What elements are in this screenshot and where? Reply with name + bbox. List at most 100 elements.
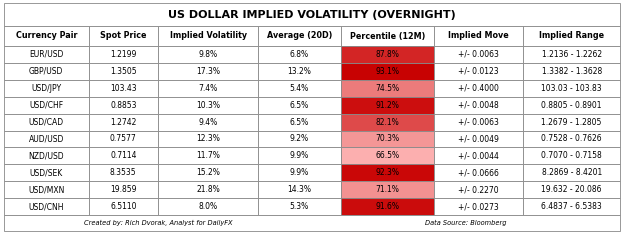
Text: 6.8%: 6.8%: [290, 50, 309, 59]
Text: Currency Pair: Currency Pair: [16, 32, 77, 40]
Bar: [434, 181, 524, 198]
Bar: [158, 80, 258, 97]
Bar: [89, 26, 158, 46]
Bar: [434, 164, 524, 181]
Bar: [158, 46, 258, 63]
Bar: [258, 198, 341, 215]
Text: 11.7%: 11.7%: [196, 151, 220, 160]
Text: 9.9%: 9.9%: [290, 151, 309, 160]
Bar: [158, 131, 258, 147]
Bar: [258, 147, 341, 164]
Text: +/- 0.0048: +/- 0.0048: [458, 101, 499, 110]
Bar: [89, 198, 158, 215]
Text: 14.3%: 14.3%: [288, 185, 311, 194]
Bar: [4, 215, 620, 231]
Text: 8.2869 - 8.4201: 8.2869 - 8.4201: [542, 168, 602, 177]
Text: 91.6%: 91.6%: [375, 202, 399, 211]
Bar: [4, 26, 89, 46]
Text: 12.3%: 12.3%: [196, 135, 220, 143]
Text: 70.3%: 70.3%: [375, 135, 399, 143]
Text: 9.2%: 9.2%: [290, 135, 309, 143]
Bar: [4, 113, 89, 131]
Text: 1.3505: 1.3505: [110, 67, 137, 76]
Text: NZD/USD: NZD/USD: [29, 151, 64, 160]
Text: 74.5%: 74.5%: [375, 84, 399, 93]
Bar: [524, 181, 620, 198]
Bar: [434, 26, 524, 46]
Text: 92.3%: 92.3%: [375, 168, 399, 177]
Text: +/- 0.0063: +/- 0.0063: [458, 117, 499, 127]
Text: Average (20D): Average (20D): [267, 32, 332, 40]
Bar: [158, 63, 258, 80]
Text: 1.2136 - 1.2262: 1.2136 - 1.2262: [542, 50, 602, 59]
Bar: [524, 113, 620, 131]
Text: 19.632 - 20.086: 19.632 - 20.086: [542, 185, 602, 194]
Bar: [524, 46, 620, 63]
Text: US DOLLAR IMPLIED VOLATILITY (OVERNIGHT): US DOLLAR IMPLIED VOLATILITY (OVERNIGHT): [168, 10, 456, 19]
Text: 6.5110: 6.5110: [110, 202, 137, 211]
Bar: [341, 46, 434, 63]
Text: Implied Volatility: Implied Volatility: [170, 32, 246, 40]
Text: USD/CAD: USD/CAD: [29, 117, 64, 127]
Bar: [524, 26, 620, 46]
Text: 71.1%: 71.1%: [375, 185, 399, 194]
Text: 9.9%: 9.9%: [290, 168, 309, 177]
Bar: [341, 164, 434, 181]
Bar: [89, 46, 158, 63]
Bar: [524, 198, 620, 215]
Bar: [258, 181, 341, 198]
Bar: [524, 63, 620, 80]
Text: 91.2%: 91.2%: [375, 101, 399, 110]
Text: AUD/USD: AUD/USD: [29, 135, 64, 143]
Text: Implied Range: Implied Range: [539, 32, 604, 40]
Bar: [4, 3, 620, 26]
Text: Created by: Rich Dvorak, Analyst for DailyFX: Created by: Rich Dvorak, Analyst for Dai…: [84, 220, 232, 226]
Text: 0.7528 - 0.7626: 0.7528 - 0.7626: [542, 135, 602, 143]
Bar: [4, 80, 89, 97]
Bar: [341, 113, 434, 131]
Text: USD/CNH: USD/CNH: [29, 202, 64, 211]
Text: Percentile (12M): Percentile (12M): [349, 32, 425, 40]
Text: 0.8805 - 0.8901: 0.8805 - 0.8901: [542, 101, 602, 110]
Bar: [158, 181, 258, 198]
Bar: [158, 97, 258, 113]
Text: +/- 0.0123: +/- 0.0123: [458, 67, 499, 76]
Bar: [4, 131, 89, 147]
Bar: [524, 80, 620, 97]
Text: Data Source: Bloomberg: Data Source: Bloomberg: [425, 220, 507, 226]
Bar: [89, 147, 158, 164]
Bar: [258, 46, 341, 63]
Bar: [341, 147, 434, 164]
Text: +/- 0.2270: +/- 0.2270: [458, 185, 499, 194]
Bar: [341, 131, 434, 147]
Bar: [524, 131, 620, 147]
Bar: [258, 164, 341, 181]
Bar: [158, 113, 258, 131]
Text: 19.859: 19.859: [110, 185, 137, 194]
Text: 21.8%: 21.8%: [197, 185, 220, 194]
Text: Spot Price: Spot Price: [100, 32, 147, 40]
Text: 6.5%: 6.5%: [290, 101, 309, 110]
Bar: [258, 97, 341, 113]
Bar: [434, 147, 524, 164]
Bar: [434, 131, 524, 147]
Bar: [4, 164, 89, 181]
Bar: [341, 63, 434, 80]
Text: 6.4837 - 6.5383: 6.4837 - 6.5383: [541, 202, 602, 211]
Text: 0.7070 - 0.7158: 0.7070 - 0.7158: [541, 151, 602, 160]
Bar: [434, 46, 524, 63]
Text: 8.0%: 8.0%: [198, 202, 218, 211]
Text: 7.4%: 7.4%: [198, 84, 218, 93]
Text: 0.7577: 0.7577: [110, 135, 137, 143]
Text: 93.1%: 93.1%: [375, 67, 399, 76]
Bar: [158, 147, 258, 164]
Text: 0.8853: 0.8853: [110, 101, 137, 110]
Text: +/- 0.0666: +/- 0.0666: [458, 168, 499, 177]
Bar: [4, 147, 89, 164]
Bar: [89, 113, 158, 131]
Text: 0.7114: 0.7114: [110, 151, 137, 160]
Text: 82.1%: 82.1%: [375, 117, 399, 127]
Text: 10.3%: 10.3%: [196, 101, 220, 110]
Bar: [4, 181, 89, 198]
Text: 5.3%: 5.3%: [290, 202, 309, 211]
